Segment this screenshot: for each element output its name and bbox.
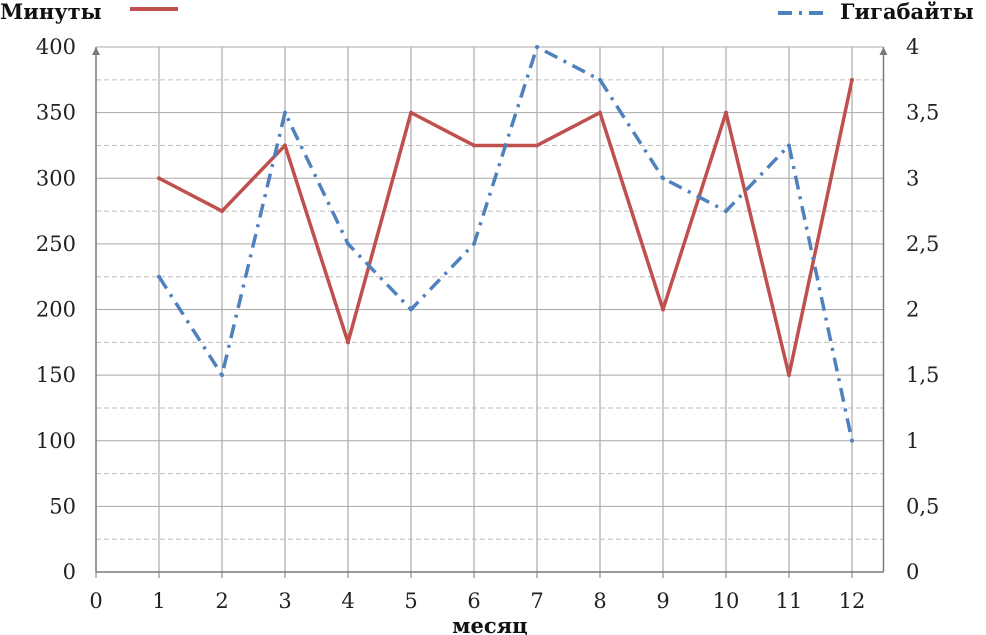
- x-tick-label: 8: [593, 589, 606, 613]
- data-point-minutes: [535, 143, 539, 148]
- data-point-minutes: [787, 373, 791, 378]
- left-tick-label: 100: [36, 429, 76, 453]
- data-point-minutes: [346, 340, 350, 345]
- series-line-minutes: [158, 79, 854, 377]
- right-tick-label: 3: [906, 166, 919, 190]
- data-point-gigabytes: [850, 438, 854, 443]
- left-tick-label: 0: [63, 560, 76, 584]
- x-tick-label: 5: [404, 589, 417, 613]
- x-tick-label: 12: [839, 589, 866, 613]
- x-tick-label: 6: [467, 589, 480, 613]
- data-point-gigabytes: [346, 241, 350, 246]
- x-axis-tick-labels: 0 1 2 3 4 5 6 7 8 9 10 11 12: [89, 589, 865, 613]
- right-axis-tick-labels: 0 0,5 1 1,5 2 2,5 3 3,5 4: [906, 35, 939, 584]
- data-point-minutes: [283, 143, 287, 148]
- data-point-gigabytes: [220, 373, 224, 378]
- data-point-gigabytes: [661, 176, 665, 181]
- right-tick-label: 0: [906, 560, 919, 584]
- right-tick-label: 1,5: [906, 363, 939, 387]
- x-tick-label: 11: [776, 589, 803, 613]
- left-tick-label: 150: [36, 363, 76, 387]
- legend-label-minutes: Минуты: [0, 0, 102, 24]
- grid: [96, 46, 884, 572]
- x-tick-label: 4: [341, 589, 354, 613]
- x-axis-title: месяц: [452, 613, 527, 635]
- data-point-minutes: [472, 143, 476, 148]
- legend: Минуты Гигабайты: [0, 0, 974, 24]
- data-point-minutes: [661, 307, 665, 312]
- data-point-gigabytes: [598, 77, 602, 82]
- legend-label-gigabytes: Гигабайты: [840, 0, 974, 24]
- data-point-minutes: [724, 110, 728, 115]
- data-point-gigabytes: [535, 45, 539, 49]
- x-tick-label: 7: [530, 589, 543, 613]
- axes: [92, 47, 888, 578]
- series: [157, 45, 854, 443]
- left-tick-label: 200: [36, 298, 76, 322]
- data-point-gigabytes: [724, 209, 728, 214]
- data-point-gigabytes: [157, 274, 161, 279]
- data-point-gigabytes: [472, 241, 476, 246]
- data-point-minutes: [157, 176, 161, 181]
- right-tick-label: 4: [906, 35, 919, 59]
- data-point-gigabytes: [283, 110, 287, 115]
- data-point-gigabytes: [409, 307, 413, 312]
- right-tick-label: 2: [906, 298, 919, 322]
- data-point-minutes: [598, 110, 602, 115]
- x-tick-label: 9: [656, 589, 669, 613]
- left-axis-arrow-icon: [92, 47, 100, 55]
- left-axis-tick-labels: 0 50 100 150 200 250 300 350 400: [36, 35, 76, 584]
- x-tick-label: 1: [152, 589, 165, 613]
- x-tick-label: 10: [713, 589, 740, 613]
- data-point-gigabytes: [787, 143, 791, 148]
- x-tick-label: 3: [278, 589, 291, 613]
- series-line-gigabytes: [157, 45, 854, 442]
- right-tick-label: 2,5: [906, 232, 939, 256]
- right-tick-label: 1: [906, 429, 919, 453]
- x-tick-label: 2: [215, 589, 228, 613]
- left-tick-label: 300: [36, 166, 76, 190]
- left-tick-label: 250: [36, 232, 76, 256]
- right-tick-label: 3,5: [906, 101, 939, 125]
- left-tick-label: 400: [36, 35, 76, 59]
- data-point-minutes: [220, 209, 224, 214]
- left-tick-label: 350: [36, 101, 76, 125]
- left-tick-label: 50: [49, 494, 76, 518]
- data-point-minutes: [850, 77, 854, 82]
- x-tick-label: 0: [89, 589, 102, 613]
- right-axis-arrow-icon: [879, 47, 888, 55]
- right-tick-label: 0,5: [906, 494, 939, 518]
- data-point-minutes: [409, 110, 413, 115]
